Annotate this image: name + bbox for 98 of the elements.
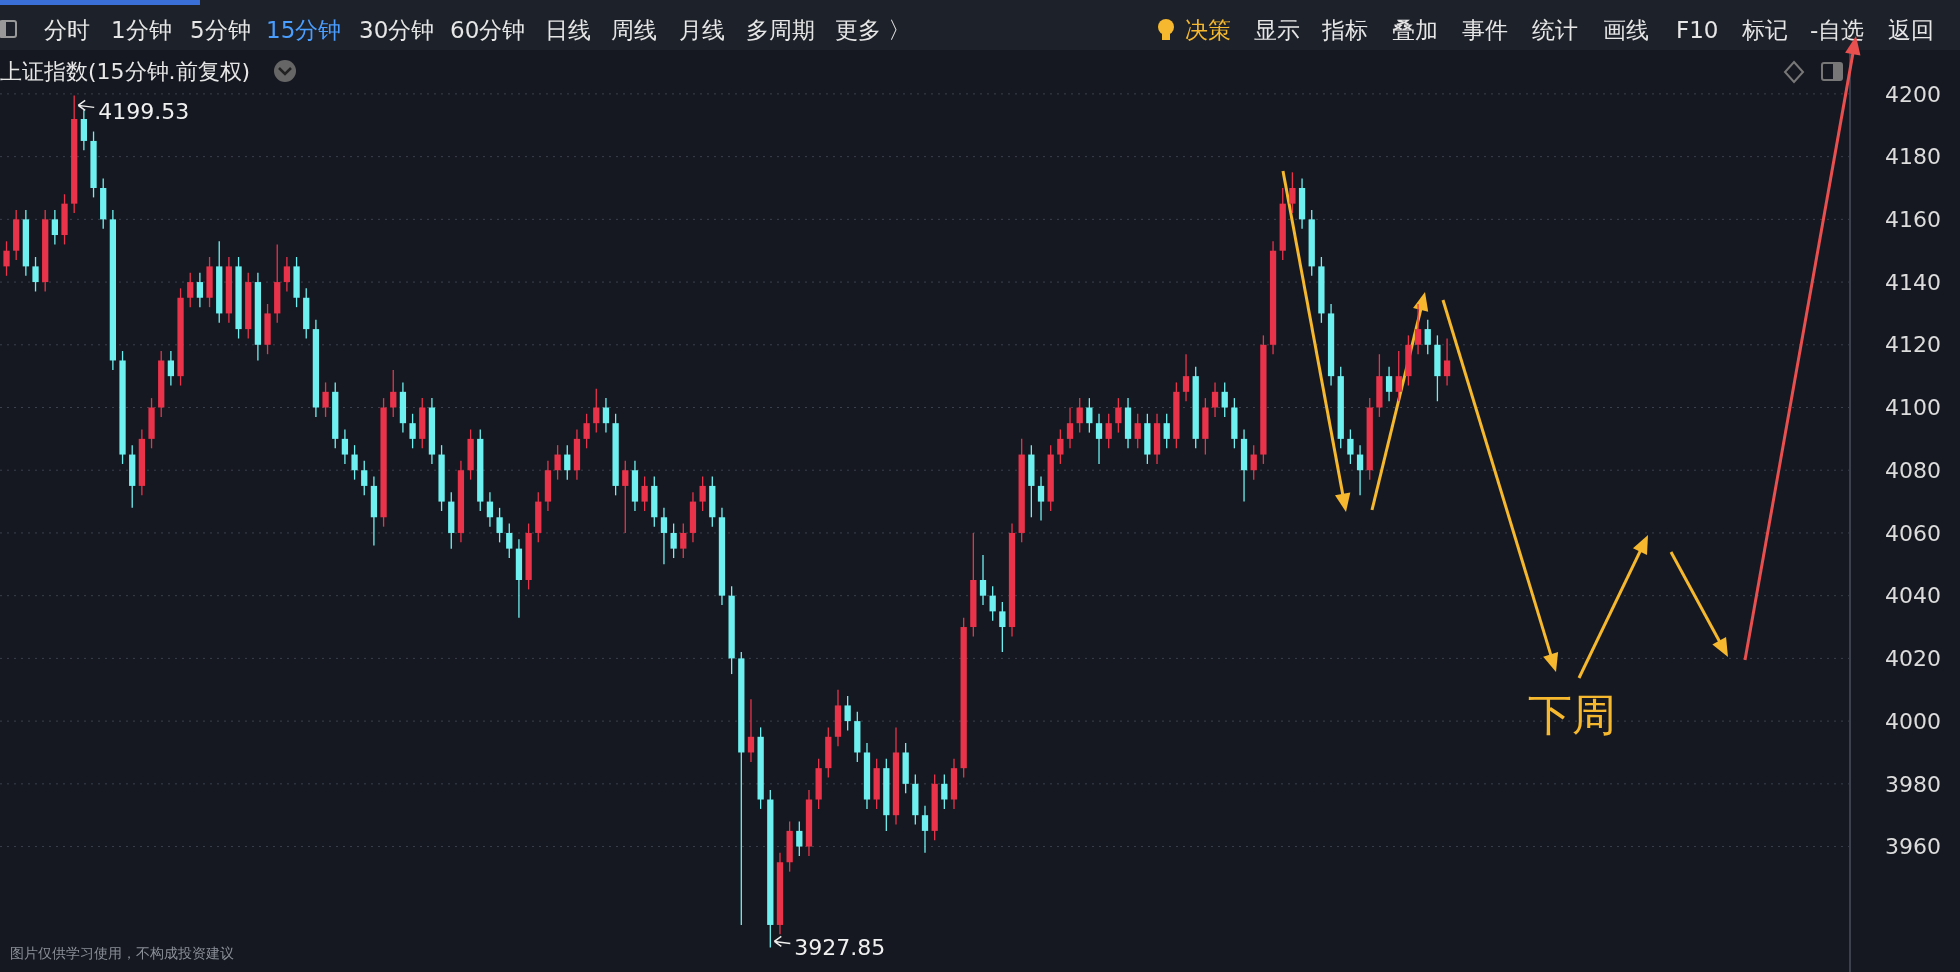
candlestick — [747, 698, 755, 763]
candlestick — [921, 805, 929, 854]
annotation: 下周 — [1528, 689, 1616, 741]
annotation: 4199.53 — [98, 99, 190, 125]
candlestick — [486, 491, 494, 528]
text: 画线 — [1603, 17, 1649, 43]
text: 叠加 — [1392, 17, 1438, 43]
candlestick — [622, 460, 629, 534]
candlestick — [1163, 413, 1170, 449]
candlestick — [1385, 366, 1393, 402]
candlestick — [390, 369, 397, 418]
text: 5分钟 — [190, 17, 251, 43]
annotation: 图片仅供学习使用，不构成投资建议 — [10, 945, 234, 961]
chart-title: 上证指数(15分钟.前复权) — [0, 59, 251, 84]
y-tick-label: 4180 — [1885, 144, 1941, 170]
text: 统计 — [1532, 17, 1578, 43]
text: F10 — [1676, 17, 1719, 43]
candlestick — [979, 554, 987, 606]
candlestick — [680, 522, 687, 559]
y-tick-label: 4160 — [1885, 207, 1941, 233]
candlestick — [496, 507, 503, 544]
candlestick — [1076, 397, 1083, 434]
candlestick — [1105, 413, 1112, 449]
candlestick — [1086, 397, 1093, 434]
y-tick-label: 4080 — [1885, 457, 1941, 483]
text: 15分钟 — [266, 17, 342, 43]
text: 多周期 — [746, 17, 815, 43]
candlestick — [1066, 406, 1074, 449]
text: 事件 — [1462, 17, 1508, 43]
candlestick — [322, 381, 329, 418]
text: 显示 — [1254, 17, 1300, 43]
y-tick-label: 4000 — [1885, 708, 1941, 734]
candlestick — [341, 428, 349, 465]
text: 更多 〉 — [835, 17, 912, 43]
candlestick — [554, 444, 561, 481]
text: 指标 — [1321, 17, 1368, 43]
text: 日线 — [545, 17, 591, 43]
annotation: 3927.85 — [794, 935, 886, 961]
candlestick — [196, 272, 204, 308]
candlestick — [583, 413, 590, 449]
candlestick — [1424, 319, 1431, 355]
y-tick-label: 3960 — [1885, 834, 1941, 860]
y-tick-label: 4060 — [1885, 520, 1941, 546]
candlestick — [1395, 350, 1402, 402]
candlestick — [351, 444, 358, 481]
y-tick-label: 4140 — [1885, 269, 1941, 295]
candlestick — [1134, 413, 1141, 449]
candlestick — [670, 522, 677, 559]
y-tick-label: 4120 — [1885, 332, 1941, 358]
candlestick — [1057, 428, 1064, 465]
candlestick — [1095, 413, 1103, 465]
candlestick — [699, 475, 706, 512]
candlestick — [1182, 353, 1190, 402]
candlestick — [506, 522, 513, 559]
y-tick-label: 4200 — [1885, 81, 1941, 107]
candlestick — [1347, 428, 1354, 465]
candlestick — [641, 475, 648, 512]
candlestick — [1115, 397, 1122, 434]
candlestick — [844, 695, 851, 732]
candlestick — [361, 460, 368, 496]
text: 60分钟 — [450, 17, 526, 43]
candlestick — [283, 256, 291, 293]
y-tick-label: 3980 — [1885, 771, 1941, 797]
candlestick — [187, 272, 194, 308]
candlestick — [796, 820, 803, 857]
candlestick — [1250, 444, 1257, 481]
candlestick — [409, 413, 416, 449]
candlestick — [1037, 475, 1045, 522]
text: -自选 — [1810, 17, 1865, 43]
candlestick — [989, 585, 996, 622]
text: 标记 — [1741, 17, 1788, 43]
candlestick — [941, 773, 948, 810]
candlestick — [999, 601, 1006, 653]
text: 月线 — [679, 17, 725, 43]
y-tick-label: 4100 — [1885, 395, 1941, 421]
y-tick-label: 4040 — [1885, 583, 1941, 609]
candlestick — [1356, 444, 1364, 496]
candlestick — [602, 397, 610, 434]
candlestick — [1211, 381, 1219, 418]
candlestick — [593, 388, 600, 434]
y-tick-label: 4020 — [1885, 646, 1941, 672]
text: 周线 — [611, 17, 657, 43]
candlestick — [1221, 381, 1228, 418]
candlestick — [32, 256, 39, 293]
candlestick — [167, 350, 175, 387]
text: 决策 — [1185, 17, 1231, 43]
text: 分时 — [44, 17, 90, 43]
candlestick — [1443, 337, 1451, 387]
candlestick — [51, 209, 59, 246]
text: 1分钟 — [111, 17, 172, 43]
candlestick — [660, 507, 668, 565]
candlestick — [3, 240, 10, 277]
text: 返回 — [1888, 17, 1934, 43]
candlestick — [1289, 171, 1296, 214]
candlestick — [564, 444, 571, 481]
candlestick — [80, 108, 88, 151]
candlestick — [1414, 303, 1422, 355]
text: 30分钟 — [359, 17, 435, 43]
